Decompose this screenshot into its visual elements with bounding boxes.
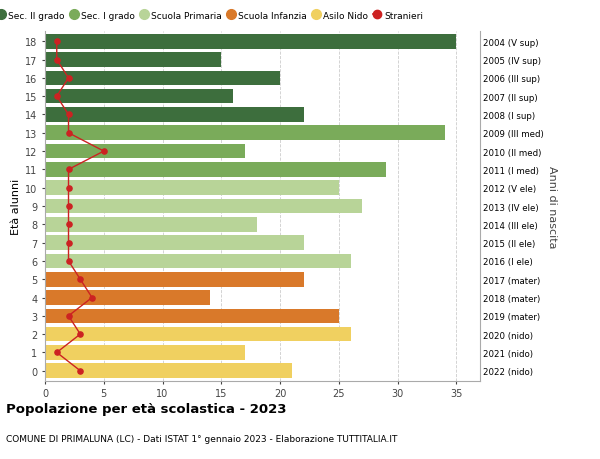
Point [52,39,62,46]
Point [64,257,73,265]
Point [76,276,85,283]
Legend: Sec. II grado, Sec. I grado, Scuola Primaria, Scuola Infanzia, Asilo Nido, Stran: Sec. II grado, Sec. I grado, Scuola Prim… [0,8,427,24]
Bar [45,345,245,360]
Point [64,221,73,229]
Point [99,148,109,156]
Bar [45,309,339,324]
Point [52,93,62,101]
Point [64,130,73,137]
Bar [45,90,233,104]
Bar [45,327,350,341]
Text: COMUNE DI PRIMALUNA (LC) - Dati ISTAT 1° gennaio 2023 - Elaborazione TUTTITALIA.: COMUNE DI PRIMALUNA (LC) - Dati ISTAT 1°… [6,434,397,443]
Text: Popolazione per età scolastica - 2023: Popolazione per età scolastica - 2023 [6,403,287,415]
Bar [45,254,350,269]
Bar [45,236,304,250]
Y-axis label: Età alunni: Età alunni [11,179,21,235]
Point [64,75,73,82]
Bar [45,53,221,68]
Point [64,240,73,247]
Bar [45,108,304,123]
Bar [45,35,457,50]
Point [64,166,73,174]
Bar [45,291,209,305]
Bar [45,181,339,196]
Point [64,185,73,192]
Point [76,367,85,375]
Bar [45,145,245,159]
Point [64,313,73,320]
Bar [45,364,292,378]
Point [76,331,85,338]
Bar [45,199,362,214]
Bar [45,218,257,232]
Point [87,294,97,302]
Point [64,112,73,119]
Bar [45,126,445,141]
Bar [45,72,280,86]
Bar [45,163,386,177]
Y-axis label: Anni di nascita: Anni di nascita [547,165,557,248]
Point [64,203,73,210]
Bar [45,272,304,287]
Point [52,349,62,356]
Point [52,57,62,64]
